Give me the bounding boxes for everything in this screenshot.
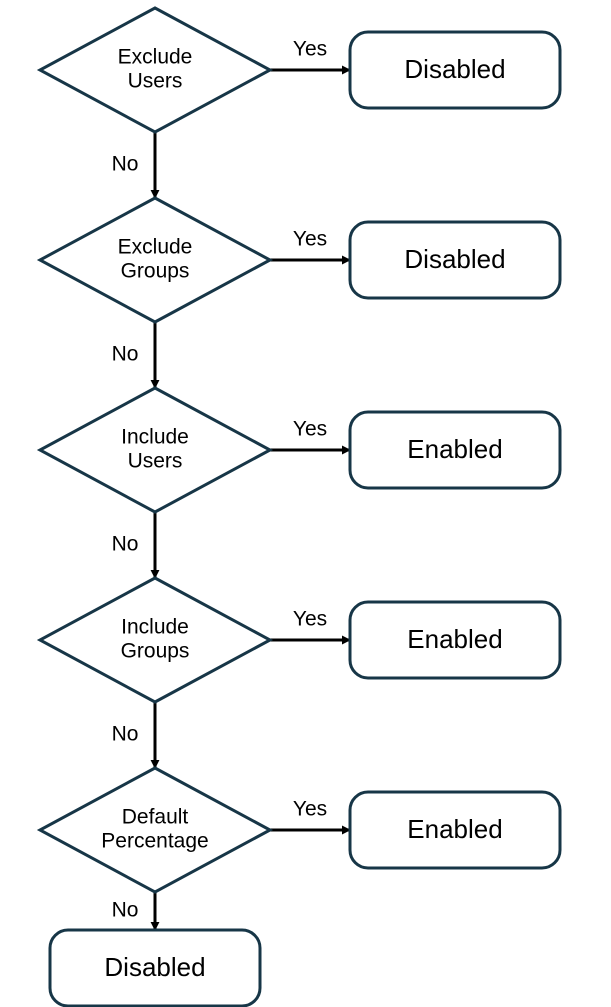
node-label-d3-line0: Include bbox=[121, 425, 189, 448]
node-d5: DefaultPercentage bbox=[40, 768, 270, 892]
node-t1: Disabled bbox=[350, 32, 560, 108]
node-label-t5: Enabled bbox=[407, 814, 502, 844]
node-label-d5-line1: Percentage bbox=[101, 830, 208, 853]
node-label-d1-line1: Users bbox=[128, 70, 183, 93]
edge-label-d3-down: No bbox=[112, 533, 139, 556]
node-label-t3: Enabled bbox=[407, 434, 502, 464]
node-label-d3-line1: Users bbox=[128, 450, 183, 473]
node-label-t2: Disabled bbox=[404, 244, 505, 274]
node-label-t6: Disabled bbox=[104, 952, 205, 982]
node-label-t4: Enabled bbox=[407, 624, 502, 654]
node-label-t1: Disabled bbox=[404, 54, 505, 84]
node-d1: ExcludeUsers bbox=[40, 8, 270, 132]
edge-label-d3-right: Yes bbox=[293, 418, 327, 441]
node-label-d4-line0: Include bbox=[121, 615, 189, 638]
node-t5: Enabled bbox=[350, 792, 560, 868]
edge-label-d1-down: No bbox=[112, 153, 139, 176]
node-t6: Disabled bbox=[50, 930, 260, 1006]
edge-label-d2-down: No bbox=[112, 343, 139, 366]
node-d2: ExcludeGroups bbox=[40, 198, 270, 322]
node-t2: Disabled bbox=[350, 222, 560, 298]
edge-label-d4-right: Yes bbox=[293, 608, 327, 631]
node-label-d5-line0: Default bbox=[122, 805, 189, 828]
edge-label-d5-right: Yes bbox=[293, 798, 327, 821]
node-label-d2-line0: Exclude bbox=[118, 235, 193, 258]
edge-label-d5-down: No bbox=[112, 899, 139, 922]
node-t3: Enabled bbox=[350, 412, 560, 488]
node-d4: IncludeGroups bbox=[40, 578, 270, 702]
edge-label-d4-down: No bbox=[112, 723, 139, 746]
node-label-d4-line1: Groups bbox=[121, 640, 190, 663]
node-label-d2-line1: Groups bbox=[121, 260, 190, 283]
node-d3: IncludeUsers bbox=[40, 388, 270, 512]
edge-label-d1-right: Yes bbox=[293, 38, 327, 61]
flowchart-canvas: YesNoYesNoYesNoYesNoYesNoExcludeUsersDis… bbox=[0, 0, 611, 1007]
edge-label-d2-right: Yes bbox=[293, 228, 327, 251]
node-t4: Enabled bbox=[350, 602, 560, 678]
node-label-d1-line0: Exclude bbox=[118, 45, 193, 68]
